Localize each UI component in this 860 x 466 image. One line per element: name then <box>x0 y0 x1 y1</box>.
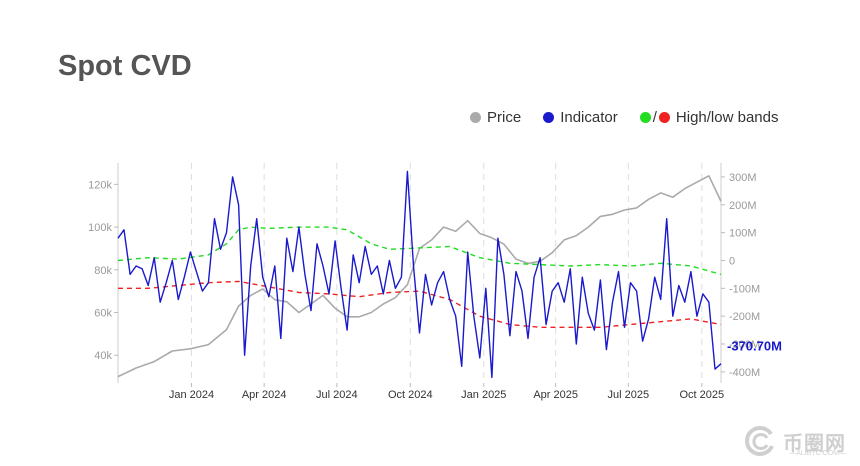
watermark-logo-icon <box>745 426 774 456</box>
indicator-line <box>117 170 722 379</box>
right-tick-label: 100M <box>729 228 757 240</box>
right-tick-label: -100M <box>729 283 760 295</box>
left-tick-label: 40k <box>94 350 112 362</box>
legend-item-indicator[interactable]: Indicator <box>543 109 618 126</box>
left-tick-label: 100k <box>88 222 112 234</box>
watermark-brand: 币圈网 <box>783 432 846 455</box>
x-tick-label: Oct 2024 <box>388 389 433 401</box>
low-band-line <box>118 280 722 328</box>
x-tick-label: Apr 2024 <box>242 389 287 401</box>
x-tick-label: Jan 2024 <box>169 389 214 401</box>
right-tick-label: 200M <box>729 200 757 212</box>
low-band-legend-dot <box>658 112 670 123</box>
chart-legend: Price Indicator / High/low bands <box>470 109 778 126</box>
x-tick-label: Jan 2025 <box>461 389 506 401</box>
x-tick-label: Jul 2025 <box>608 389 650 401</box>
legend-label-indicator: Indicator <box>560 109 618 126</box>
right-tick-label: -200M <box>729 311 760 323</box>
indicator-legend-dot <box>543 112 555 123</box>
left-tick-label: 120k <box>88 179 112 191</box>
legend-label-price: Price <box>487 109 522 126</box>
price-legend-dot <box>470 112 481 123</box>
legend-label-bands: High/low bands <box>675 109 779 126</box>
watermark-site: —ALIBTC.COM— <box>789 450 846 457</box>
watermark: 币圈网 —ALIBTC.COM— <box>743 424 846 458</box>
left-tick-label: 80k <box>94 265 112 277</box>
right-tick-label: 300M <box>729 172 757 184</box>
high-band-line <box>117 226 722 276</box>
x-tick-label: Oct 2025 <box>680 389 725 401</box>
legend-item-bands[interactable]: / High/low bands <box>639 109 779 126</box>
x-tick-label: Jul 2024 <box>316 389 358 401</box>
right-tick-label: -300M <box>729 339 760 351</box>
last-value-label: -370.70M <box>727 339 782 354</box>
legend-item-price[interactable]: Price <box>470 109 521 126</box>
left-tick-label: 60k <box>94 308 112 320</box>
chart-title: Spot CVD <box>58 50 192 82</box>
right-tick-label: -400M <box>729 367 760 379</box>
legend-slash: / <box>652 109 657 126</box>
right-tick-label: 0 <box>729 255 735 267</box>
high-band-legend-dot <box>639 112 651 123</box>
x-tick-label: Apr 2025 <box>533 389 578 401</box>
